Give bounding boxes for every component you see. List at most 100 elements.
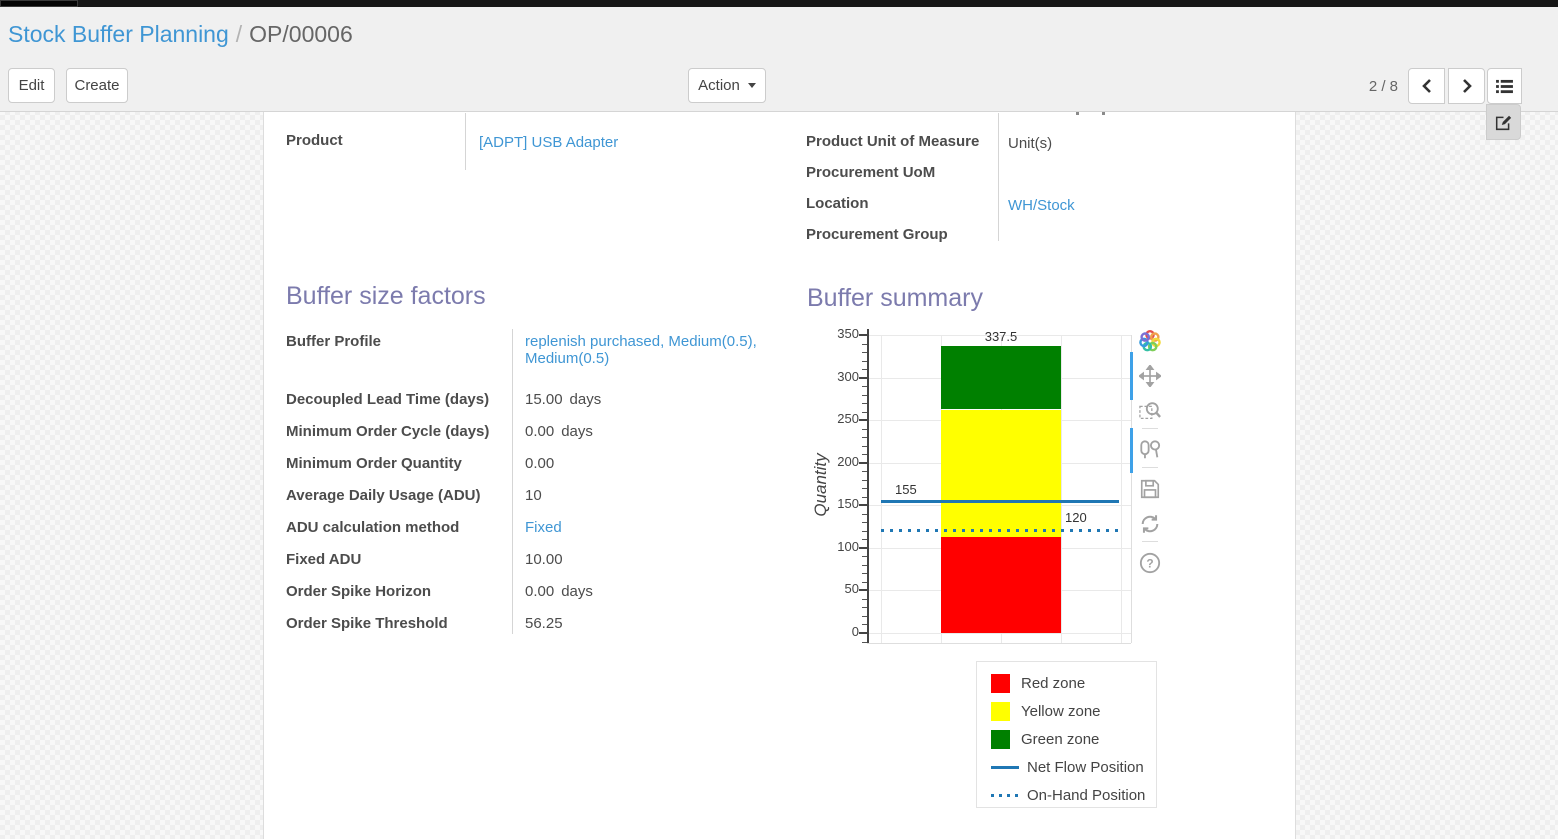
zone-boundary-label: 337.5 <box>984 328 1018 344</box>
y-minor-tick <box>862 479 867 481</box>
chevron-left-icon <box>1421 79 1431 93</box>
y-tick-label: 250 <box>837 411 859 427</box>
y-minor-tick <box>862 513 867 515</box>
pager-buttons <box>1408 68 1486 104</box>
field-column-separator <box>465 113 466 170</box>
field-row-adu: Average Daily Usage (ADU) 10 <box>286 481 786 513</box>
section-title-buffer-summary: Buffer summary <box>807 284 983 312</box>
form-sheet: Product [ADPT] USB Adapter Product Unit … <box>263 111 1296 839</box>
y-minor-tick <box>862 394 867 396</box>
create-button[interactable]: Create <box>66 68 128 103</box>
legend-swatch-dots <box>991 793 1021 797</box>
y-major-tick <box>859 504 867 507</box>
y-major-tick <box>859 376 867 379</box>
y-major-tick <box>859 334 867 336</box>
field-value: 0.00 <box>525 423 555 440</box>
field-value: 56.25 <box>525 615 563 632</box>
y-minor-tick <box>862 581 867 583</box>
legend-item[interactable]: Yellow zone <box>977 697 1156 725</box>
y-minor-tick <box>862 437 867 439</box>
top-nav-active-item[interactable] <box>0 0 78 7</box>
net-flow-position-line <box>881 499 1119 503</box>
y-minor-tick <box>862 428 867 430</box>
legend-item[interactable]: Red zone <box>977 669 1156 697</box>
product-uom-value: Unit(s) <box>1008 135 1053 152</box>
field-value: 10.00 <box>525 551 563 568</box>
y-tick-label: 300 <box>837 368 859 384</box>
modebar-active-indicator <box>1130 428 1133 473</box>
field-label: Order Spike Horizon <box>286 583 432 600</box>
pager-previous-button[interactable] <box>1408 68 1445 104</box>
y-minor-tick <box>862 369 867 371</box>
plot-right-border <box>1131 335 1132 643</box>
field-row-min-order-qty: Minimum Order Quantity 0.00 <box>286 449 786 481</box>
y-axis-line <box>867 329 869 643</box>
y-major-tick <box>859 589 867 592</box>
y-gridline <box>867 633 1131 634</box>
list-view-button[interactable] <box>1487 68 1522 104</box>
reset-axes-icon[interactable] <box>1136 511 1164 537</box>
plotly-logo-icon[interactable] <box>1136 328 1164 354</box>
field-label: Minimum Order Cycle (days) <box>286 423 490 440</box>
breadcrumb-parent-link[interactable]: Stock Buffer Planning <box>8 21 229 47</box>
field-label: Minimum Order Quantity <box>286 455 462 472</box>
legend-label: On-Hand Position <box>1027 786 1146 804</box>
plot-bottom-border <box>867 643 1131 644</box>
x-gridline <box>1061 335 1062 643</box>
buffer-summary-chart: Quantity 050100150200250300350112.5262.5… <box>807 325 1173 661</box>
y-minor-tick <box>862 607 867 609</box>
legend-label: Yellow zone <box>1021 702 1101 720</box>
chart-legend: Red zone Yellow zone Green zone Net Flow Po… <box>976 661 1157 808</box>
pager-next-button[interactable] <box>1448 68 1486 104</box>
pan-icon[interactable] <box>1136 363 1164 389</box>
y-minor-tick <box>862 343 867 345</box>
edit-button[interactable]: Edit <box>8 68 55 103</box>
legend-item[interactable]: Net Flow Position <box>977 753 1156 781</box>
modebar-separator <box>1142 467 1158 468</box>
y-minor-tick <box>862 352 867 354</box>
field-label: Buffer Profile <box>286 333 382 350</box>
line-value-label: 155 <box>895 482 917 498</box>
field-column-separator <box>998 113 999 241</box>
y-tick-label: 0 <box>851 624 859 639</box>
field-row-adu-method: ADU calculation method Fixed <box>286 513 786 545</box>
field-label-product-uom: Product Unit of Measure <box>806 133 980 150</box>
field-unit: days <box>561 423 593 440</box>
control-panel: Stock Buffer Planning / OP/00006 Edit Crea… <box>0 7 1558 140</box>
y-major-tick <box>859 632 867 634</box>
location-link[interactable]: WH/Stock <box>1008 197 1075 214</box>
buffer-profile-link[interactable]: replenish purchased, Medium(0.5), Medium… <box>525 333 757 367</box>
box-zoom-icon[interactable] <box>1136 398 1164 424</box>
save-icon[interactable] <box>1136 476 1164 502</box>
help-icon[interactable]: ? <box>1136 550 1164 576</box>
y-minor-tick <box>862 641 867 643</box>
view-switcher <box>1486 68 1558 140</box>
legend-item[interactable]: On-Hand Position <box>977 781 1156 809</box>
chevron-right-icon <box>1463 79 1472 93</box>
y-minor-tick <box>862 403 867 405</box>
product-link[interactable]: [ADPT] USB Adapter <box>479 134 619 151</box>
y-tick-label: 350 <box>837 326 859 341</box>
y-minor-tick <box>862 386 867 388</box>
adu-method-link[interactable]: Fixed <box>525 519 562 536</box>
field-unit: days <box>561 583 593 600</box>
y-gridline <box>867 335 1131 336</box>
y-minor-tick <box>862 598 867 600</box>
modebar-separator <box>1142 541 1158 542</box>
y-minor-tick <box>862 573 867 575</box>
y-minor-tick <box>862 496 867 498</box>
edit-form-icon <box>1495 115 1512 130</box>
section-title-buffer-factors: Buffer size factors <box>286 282 486 310</box>
y-minor-tick <box>862 360 867 362</box>
field-row-buffer-profile: Buffer Profile replenish purchased, Medi… <box>286 327 786 385</box>
action-dropdown-button[interactable]: Action <box>688 68 766 103</box>
compare-hover-icon[interactable] <box>1136 437 1164 463</box>
field-value: 10 <box>525 487 542 504</box>
x-gridline <box>881 335 882 643</box>
y-minor-tick <box>862 488 867 490</box>
y-minor-tick <box>862 539 867 541</box>
form-view-button[interactable] <box>1486 104 1521 140</box>
legend-item[interactable]: Green zone <box>977 725 1156 753</box>
modebar-separator <box>1142 428 1158 429</box>
field-label: Order Spike Threshold <box>286 615 448 632</box>
